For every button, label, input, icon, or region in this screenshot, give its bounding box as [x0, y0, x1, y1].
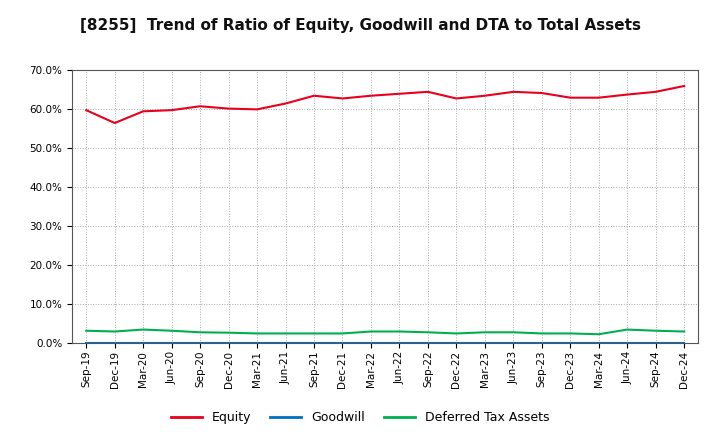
Text: [8255]  Trend of Ratio of Equity, Goodwill and DTA to Total Assets: [8255] Trend of Ratio of Equity, Goodwil… [79, 18, 641, 33]
Legend: Equity, Goodwill, Deferred Tax Assets: Equity, Goodwill, Deferred Tax Assets [166, 407, 554, 429]
